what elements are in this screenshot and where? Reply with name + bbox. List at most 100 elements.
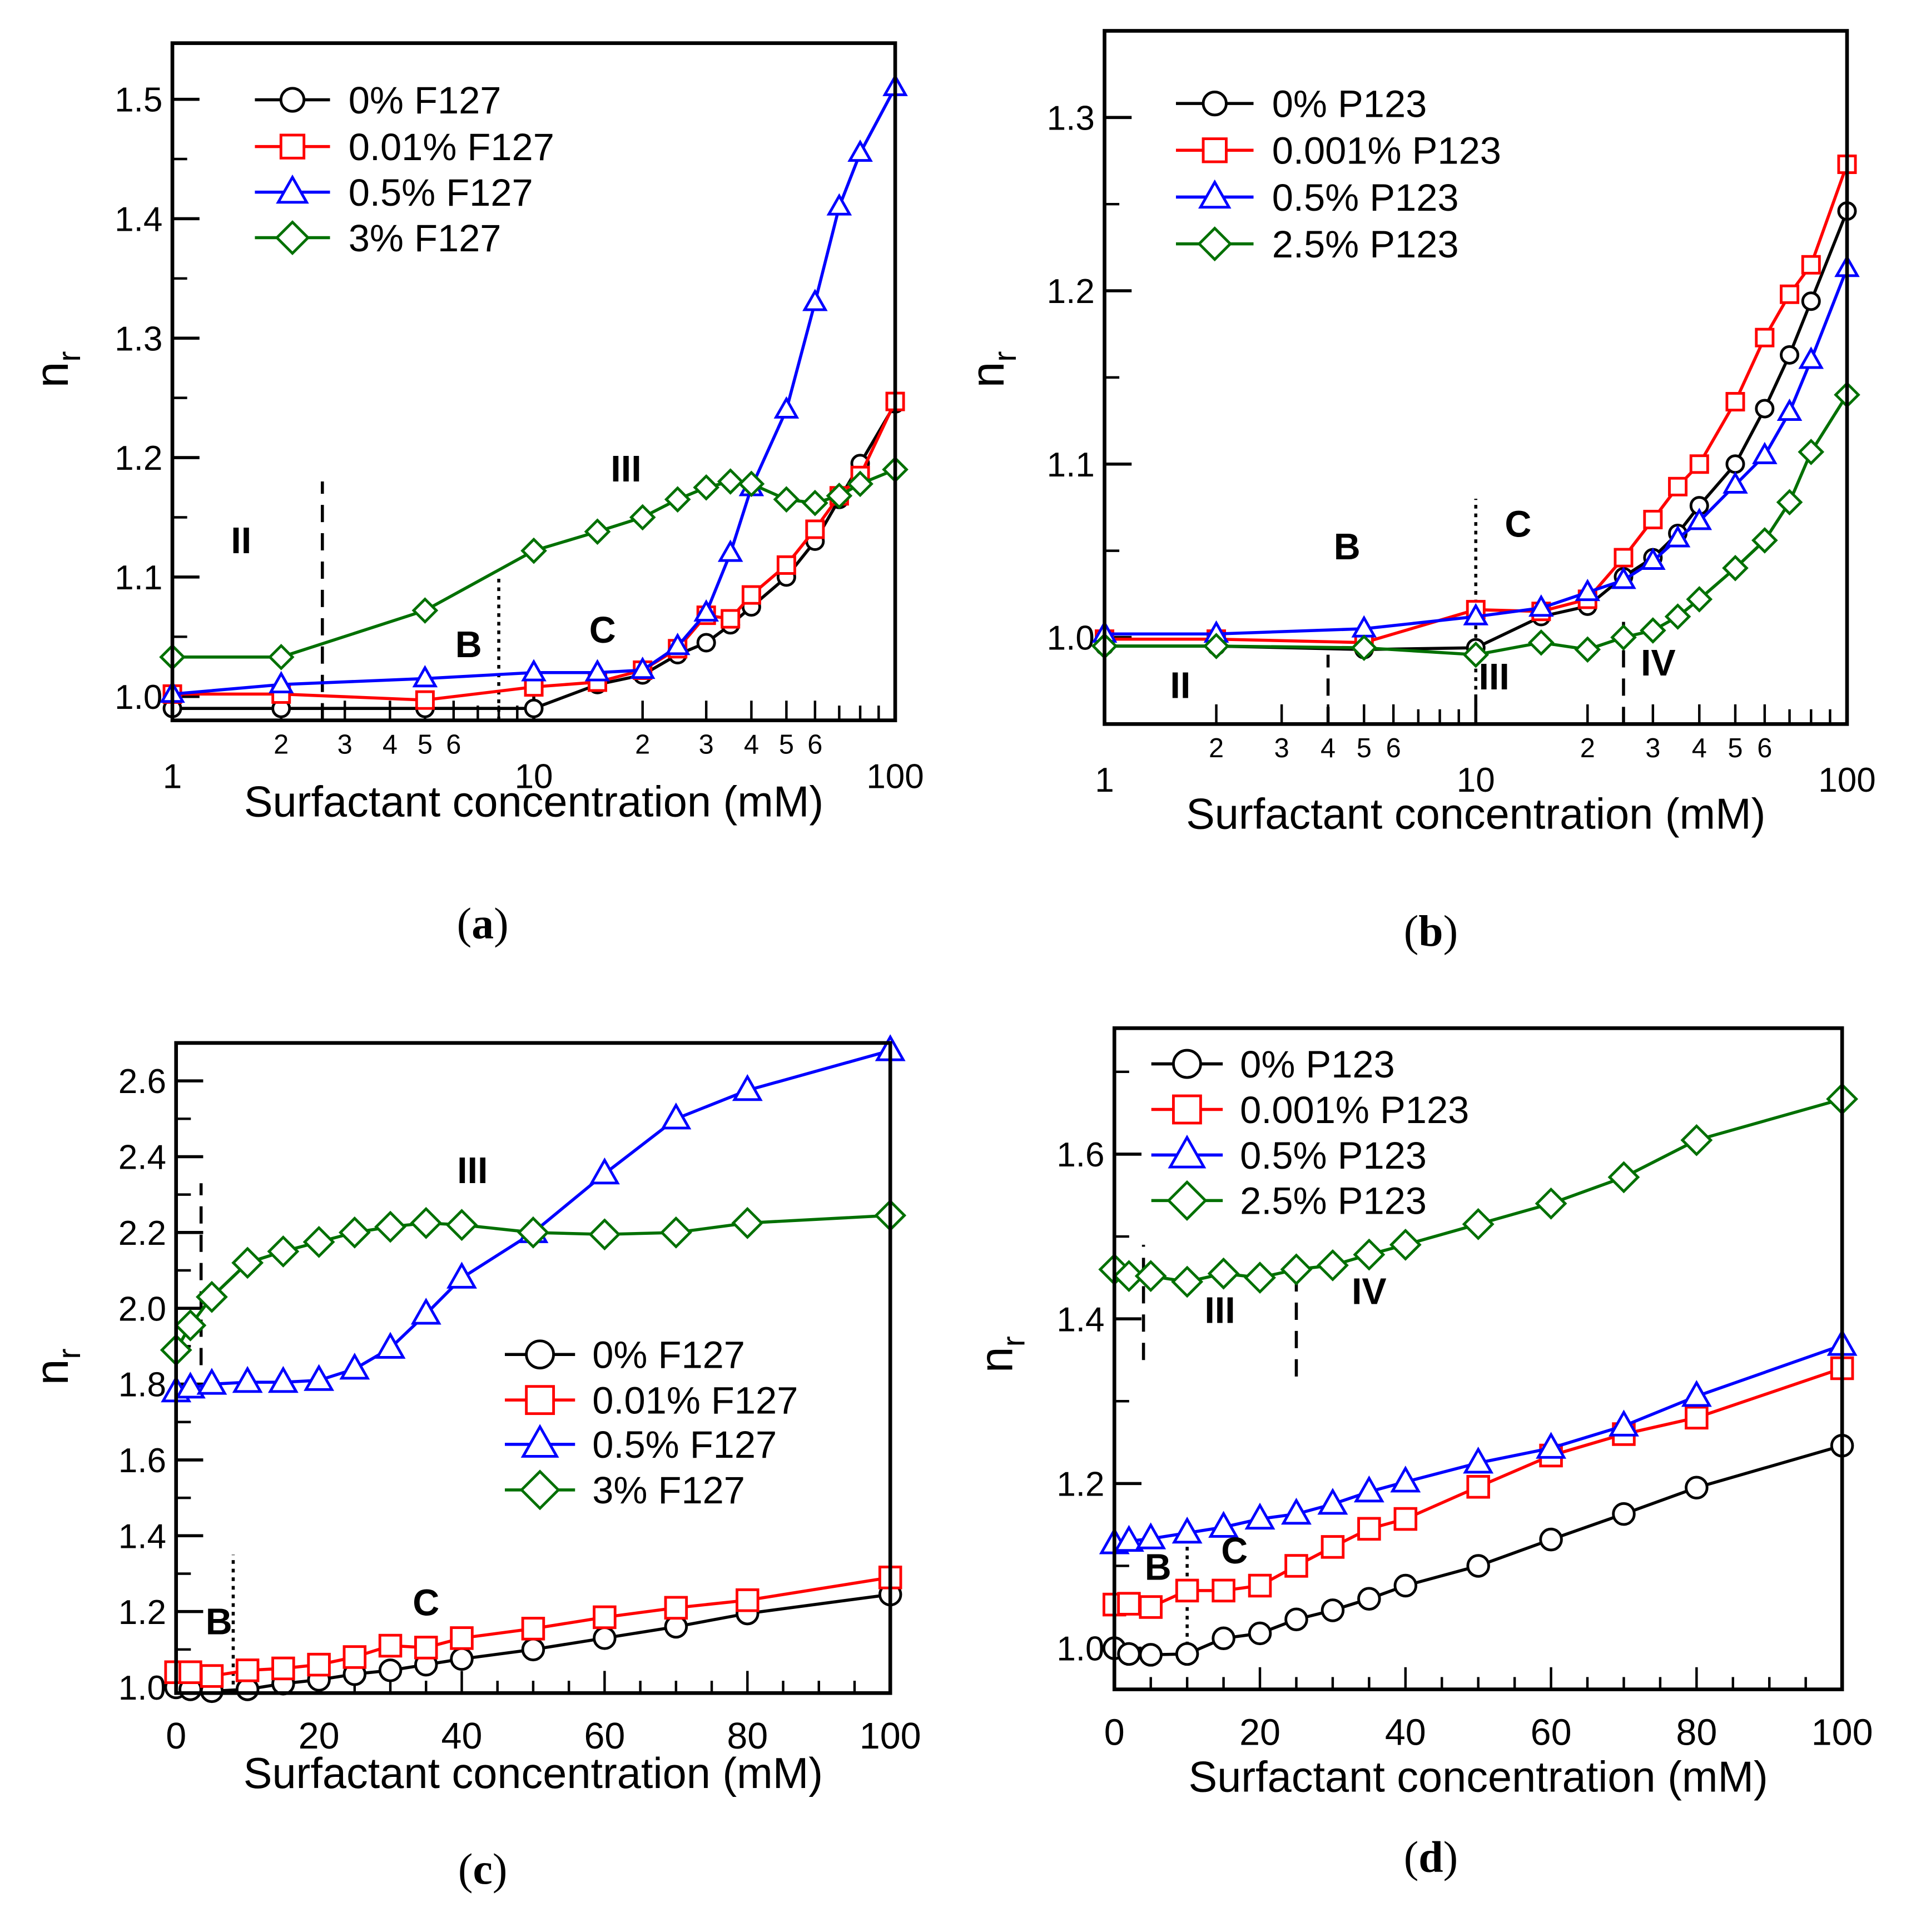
region-label: B [455,624,482,665]
panel-caption: (c) [458,1845,508,1894]
x-tick-label: 0 [166,1716,186,1757]
data-point-triangle [1575,578,1601,602]
panel-caption-part: b [1418,907,1443,956]
y-axis-title: nr [26,1348,87,1385]
data-point-triangle [1281,1497,1312,1525]
panel-caption-part: ) [1443,1832,1458,1881]
region-label: C [589,610,616,651]
data-point-triangle [196,1368,227,1395]
x-tick-label: 20 [299,1716,340,1757]
legend-label: 3% F127 [349,217,502,260]
data-point-square [593,1605,617,1630]
x-tick-label: 100 [866,757,924,796]
data-point-triangle [1244,1502,1275,1530]
data-point-diamond [1664,603,1691,630]
y-axis-title-main: n [26,362,78,388]
series-line [172,86,897,696]
y-tick-label: 1.5 [115,81,162,120]
legend-label: 0% F127 [592,1334,745,1377]
y-tick-label: 1.2 [118,1593,166,1632]
data-point-diamond [1203,633,1230,659]
x-axis-title: Surfactant concentration (mM) [244,778,823,826]
data-point-triangle [446,1261,477,1289]
panel-caption: (a) [457,900,509,948]
y-tick-label: 1.6 [118,1442,166,1480]
legend-marker-circle [1172,1049,1202,1079]
data-point-diamond [1351,634,1378,661]
data-point-diamond [773,486,800,513]
y-axis-title: nr [961,351,1023,388]
data-point-circle [1357,1587,1381,1611]
x-minor-tick-label: 3 [1274,733,1289,763]
legend-label: 3% F127 [592,1469,745,1512]
data-point-triangle [1611,567,1636,589]
region-label: III [1478,657,1509,698]
y-axis-title-main: n [970,1347,1022,1373]
region-label: B [1145,1547,1172,1588]
data-point-diamond [664,486,691,513]
data-point-square [1117,1592,1141,1616]
data-point-diamond [731,1206,764,1239]
y-tick-label: 1.0 [118,1669,166,1707]
data-point-triangle [339,1352,370,1380]
data-point-triangle [802,289,828,311]
region-label: IV [1641,643,1676,684]
y-tick-label: 1.1 [1047,446,1095,484]
y-tick-label: 1.8 [118,1366,166,1404]
plot-frame [170,41,897,722]
data-point-triangle [232,1365,263,1393]
legend-marker-square [1172,1094,1202,1125]
data-point-triangle [1686,508,1713,530]
legend-marker-circle [525,1339,555,1370]
y-axis-title: nr [970,1336,1031,1373]
legend-marker-triangle [1168,1134,1207,1169]
x-minor-tick-label: 2 [274,729,289,759]
data-point-circle [1685,1476,1709,1500]
x-minor-tick-label: 6 [1386,733,1401,763]
data-point-square [1725,392,1745,412]
data-point-square [664,1596,688,1620]
y-tick-label: 2.6 [118,1062,166,1101]
y-axis-title-main: n [26,1359,78,1385]
legend-label: 0.5% P123 [1240,1134,1427,1177]
data-point-square [1321,1535,1345,1559]
y-tick-label: 1.2 [1056,1465,1104,1503]
panel-caption-part: ( [457,900,472,948]
data-point-triangle [1681,1380,1712,1407]
x-tick-label: 80 [1676,1712,1717,1753]
legend-label: 0.01% F127 [349,126,554,168]
data-point-triangle [661,1102,692,1130]
data-point-triangle [584,659,610,682]
x-minor-tick-label: 5 [418,729,433,759]
data-point-diamond [1680,1124,1713,1156]
panel-caption: (d) [1404,1832,1458,1881]
x-axis-title: Surfactant concentration (mM) [1189,1753,1768,1801]
series-0-p123 [1095,201,1857,659]
legend-marker-triangle [1198,179,1232,209]
legend-marker-square [1202,137,1228,163]
data-point-diamond [302,1225,335,1258]
series-0-5-p123 [1099,1329,1858,1554]
data-point-square [1689,454,1709,474]
series-0-001-p123 [1103,1356,1854,1619]
data-point-circle [1175,1642,1199,1666]
data-point-circle [696,633,716,653]
data-point-diamond [1244,1261,1276,1294]
y-tick-label: 1.0 [1056,1630,1104,1668]
data-point-diamond [1353,1238,1386,1271]
y-axis-title-subscript: r [52,351,87,362]
legend-label: 0.001% P123 [1272,130,1501,172]
data-point-triangle [1536,1432,1567,1459]
data-point-triangle [1208,1511,1239,1538]
data-point-circle [378,1658,403,1682]
data-point-square [271,1656,295,1681]
x-minor-tick-label: 4 [1321,733,1336,763]
data-point-diamond [584,518,611,545]
data-point-diamond [196,1280,228,1313]
data-point-diamond [1207,1257,1240,1290]
legend-marker-circle [279,87,306,113]
data-point-square [524,677,544,697]
region-label: C [413,1582,439,1623]
data-point-triangle [717,539,743,562]
data-point-diamond [717,468,744,495]
